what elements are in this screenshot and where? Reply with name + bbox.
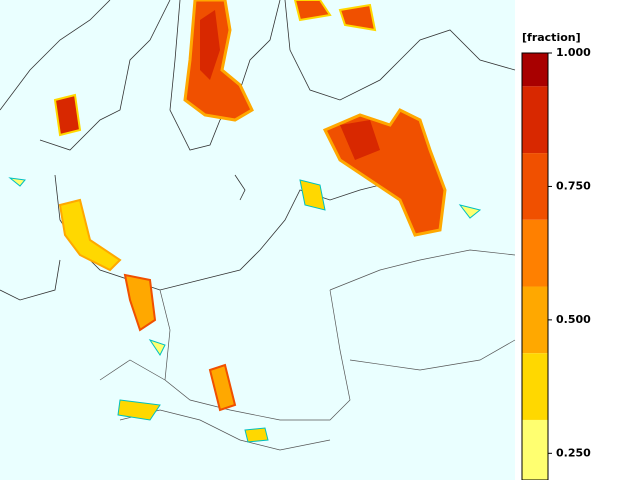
colorbar-tick-label: 0.750 xyxy=(556,179,591,192)
colorbar-tick-label: 1.000 xyxy=(556,46,591,59)
high-fraction-area xyxy=(200,10,220,80)
mid-fraction-area xyxy=(123,273,157,332)
colorbar-band xyxy=(522,419,548,480)
coastline xyxy=(0,0,171,151)
colorbar-band xyxy=(522,153,548,220)
colorbar-band xyxy=(522,353,548,420)
coastline xyxy=(169,0,281,151)
colorbar: 1.000 0.750 0.500 0.250 xyxy=(521,46,591,481)
coastline xyxy=(0,174,246,301)
colorbar-tick-label: 0.250 xyxy=(556,446,591,459)
high-fraction-area xyxy=(340,120,380,160)
map-features xyxy=(0,0,516,451)
mid-fraction-area xyxy=(208,363,237,412)
mid-fraction-area xyxy=(58,198,122,272)
fraction-field xyxy=(8,0,482,443)
colorbar-band xyxy=(522,86,548,154)
high-fraction-area xyxy=(53,93,82,137)
low-fraction-area xyxy=(117,179,326,443)
border xyxy=(99,249,516,451)
colorbar-tick-label: 0.500 xyxy=(556,313,591,326)
low-fraction-area xyxy=(8,177,482,356)
colorbar-band xyxy=(522,286,548,354)
colorbar-title: [fraction] xyxy=(522,31,581,44)
colorbar-band xyxy=(522,219,548,287)
coastline xyxy=(284,0,516,101)
colorbar-band xyxy=(522,53,548,87)
high-fraction-area xyxy=(293,0,377,32)
